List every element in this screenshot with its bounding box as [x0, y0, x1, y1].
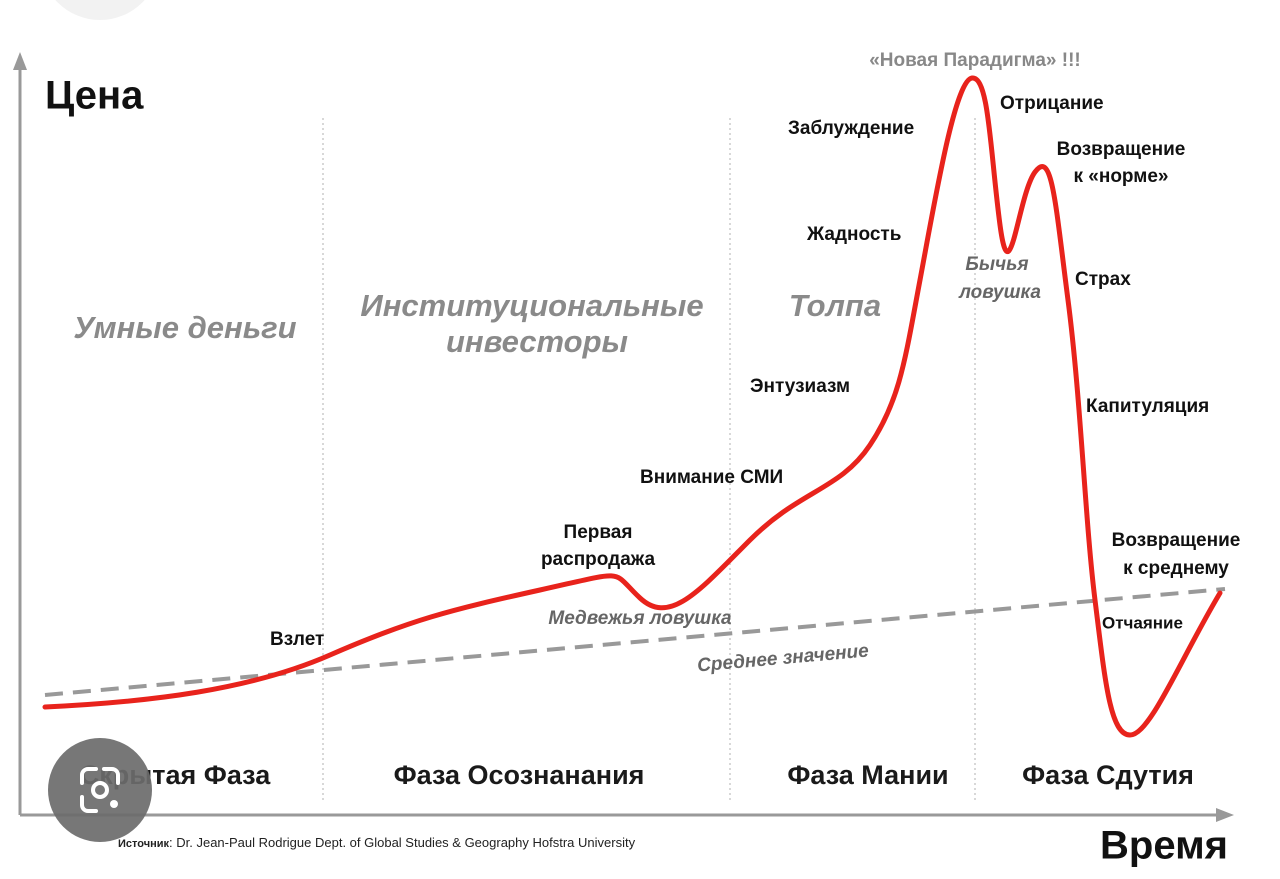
- price-curve: [42, 75, 1223, 738]
- phase-label: Фаза Сдутия: [1022, 760, 1194, 790]
- stage-label: Бычья: [965, 254, 1028, 275]
- phase-label: Фаза Осознанания: [394, 760, 645, 790]
- source-text: : Dr. Jean-Paul Rodrigue Dept. of Global…: [169, 835, 636, 850]
- phase-label: Фаза Мании: [787, 760, 948, 790]
- stage-label: ловушка: [958, 282, 1041, 303]
- phase-dividers: [322, 118, 976, 800]
- stage-label: «Новая Парадигма» !!!: [869, 50, 1081, 71]
- stage-label: распродажа: [541, 549, 656, 570]
- stage-label: Заблуждение: [788, 118, 914, 139]
- stage-label: Первая: [564, 522, 633, 543]
- stage-label: Отрицание: [1000, 93, 1104, 114]
- stage-label: Внимание СМИ: [640, 467, 783, 488]
- source: Источник: Dr. Jean-Paul Rodrigue Dept. o…: [118, 835, 636, 850]
- participant-label: Толпа: [789, 288, 881, 323]
- y-axis-label: Цена: [45, 74, 144, 118]
- x-arrow: [1216, 808, 1234, 822]
- stage-label: Энтузиазм: [750, 376, 850, 397]
- x-axis-label: Время: [1100, 824, 1228, 868]
- source-label: Источник: [118, 838, 170, 850]
- lens-icon[interactable]: [48, 738, 152, 842]
- stage-label: Возвращение: [1057, 139, 1186, 160]
- participant-label: Институциональные: [360, 288, 703, 323]
- mean-line: [44, 587, 1226, 697]
- stage-label: Медвежья ловушка: [548, 608, 732, 629]
- stage-label: Страх: [1075, 269, 1131, 290]
- stage-label: к «норме»: [1074, 166, 1169, 187]
- participant-label: инвесторы: [446, 324, 628, 359]
- stage-label: Взлет: [270, 629, 324, 650]
- mean-label: Среднее значение: [696, 641, 870, 677]
- stage-label: к среднему: [1123, 558, 1229, 579]
- top-shadow: [55, 0, 145, 20]
- stage-label: Жадность: [806, 224, 901, 245]
- stage-label: Капитуляция: [1086, 396, 1209, 417]
- participant-label: Умные деньги: [73, 310, 296, 345]
- y-arrow: [13, 52, 27, 70]
- stage-label: Отчаяние: [1102, 613, 1183, 632]
- stage-label: Возвращение: [1112, 530, 1241, 551]
